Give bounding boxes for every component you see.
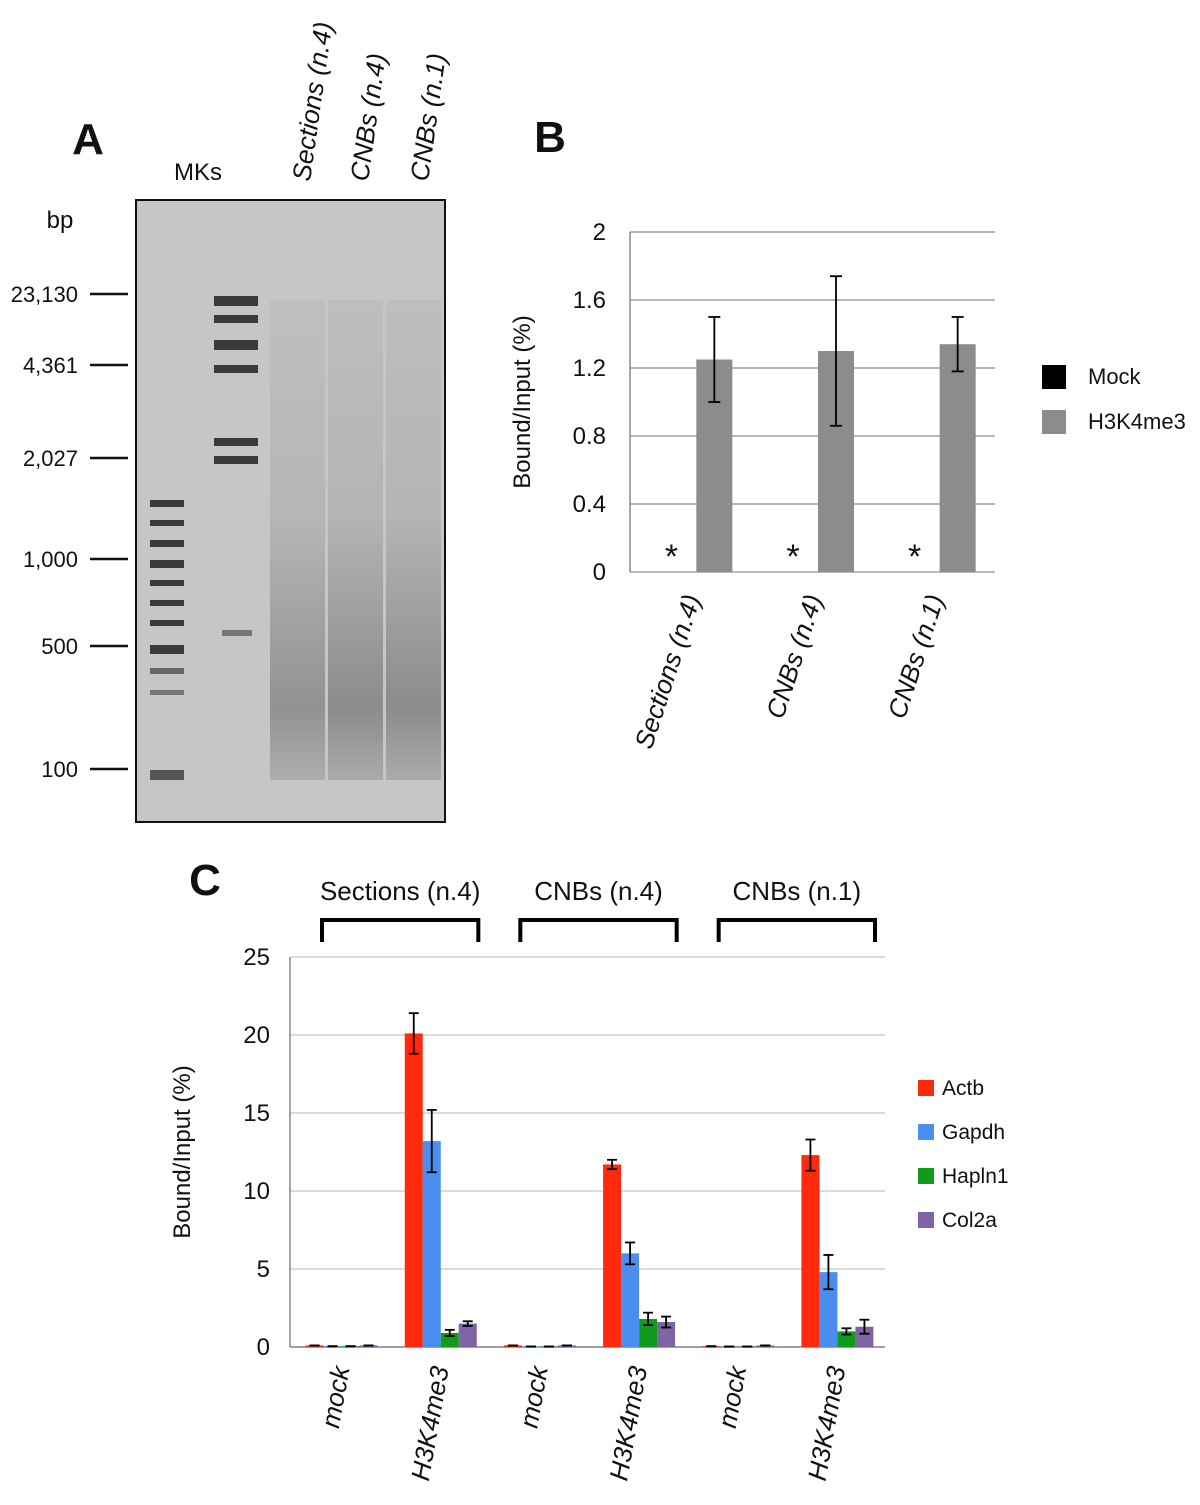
annotation: * [786, 538, 799, 576]
annotation: * [908, 538, 921, 576]
bar [405, 1033, 423, 1347]
smear [386, 300, 441, 780]
legend-label: H3K4me3 [1088, 409, 1186, 434]
x-tick-label: H3K4me3 [603, 1363, 653, 1483]
y-tick-label: 0 [593, 559, 606, 586]
size-label: 500 [41, 634, 78, 659]
group-bracket [322, 920, 478, 942]
panel-label: B [534, 113, 566, 162]
legend-swatch [918, 1168, 934, 1184]
y-tick-label: 0.8 [573, 423, 606, 450]
unit-label: bp [47, 207, 74, 234]
legend-swatch [918, 1212, 934, 1228]
size-label: 1,000 [23, 547, 78, 572]
y-tick-label: 0.4 [573, 491, 606, 518]
bar [940, 344, 976, 572]
lane-label: CNBs (n.1) [404, 51, 452, 183]
y-tick-label: 1.6 [573, 287, 606, 314]
size-label: 100 [41, 757, 78, 782]
bar [621, 1253, 639, 1347]
lane-label: CNBs (n.4) [344, 51, 392, 183]
legend-label: Gapdh [942, 1121, 1005, 1144]
y-tick-label: 1.2 [573, 355, 606, 382]
y-axis-label: Bound/Input (%) [509, 315, 536, 488]
panel-label: A [72, 115, 104, 164]
y-tick-label: 0 [257, 1334, 270, 1361]
group-label: Sections (n.4) [320, 876, 480, 906]
y-tick-label: 20 [243, 1022, 270, 1049]
y-axis-label: Bound/Input (%) [169, 1065, 196, 1238]
legend-label: Actb [942, 1077, 984, 1100]
legend-swatch [918, 1080, 934, 1096]
size-label: 23,130 [11, 282, 78, 307]
x-tick-label: H3K4me3 [802, 1363, 852, 1483]
group-label: CNBs (n.4) [534, 876, 663, 906]
panel-label: C [189, 856, 221, 905]
group-bracket [520, 920, 676, 942]
bar [801, 1155, 819, 1347]
smear [328, 300, 383, 780]
x-tick-label: H3K4me3 [405, 1363, 455, 1483]
annotation: * [665, 538, 678, 576]
size-label: 4,361 [23, 353, 78, 378]
legend-swatch [1042, 365, 1066, 389]
x-tick-label: mock [315, 1362, 356, 1430]
x-tick-label: mock [513, 1362, 554, 1430]
group-bracket [719, 920, 875, 942]
group-label: CNBs (n.1) [733, 876, 862, 906]
x-tick-label: CNBs (n.4) [760, 591, 828, 723]
x-tick-label: mock [712, 1362, 753, 1430]
y-tick-label: 15 [243, 1100, 270, 1127]
y-tick-label: 10 [243, 1178, 270, 1205]
legend-swatch [918, 1124, 934, 1140]
y-tick-label: 5 [257, 1256, 270, 1283]
lane-label: MKs [174, 159, 222, 186]
legend-label: Hapln1 [942, 1165, 1009, 1188]
legend-label: Col2a [942, 1209, 997, 1232]
bar [459, 1324, 477, 1347]
size-ticks [90, 294, 128, 769]
size-label: 2,027 [23, 446, 78, 471]
gel-panel: A MKs bp Sections (n.4) CNBs (n.4) CNBs … [11, 20, 452, 822]
y-tick-label: 25 [243, 944, 270, 971]
x-tick-label: CNBs (n.1) [882, 591, 950, 723]
legend-swatch [1042, 410, 1066, 434]
bar [603, 1164, 621, 1347]
x-tick-label: Sections (n.4) [628, 591, 706, 753]
lane-label: Sections (n.4) [286, 20, 338, 183]
y-tick-label: 2 [593, 219, 606, 246]
smear [270, 300, 325, 780]
legend-label: Mock [1088, 364, 1142, 389]
